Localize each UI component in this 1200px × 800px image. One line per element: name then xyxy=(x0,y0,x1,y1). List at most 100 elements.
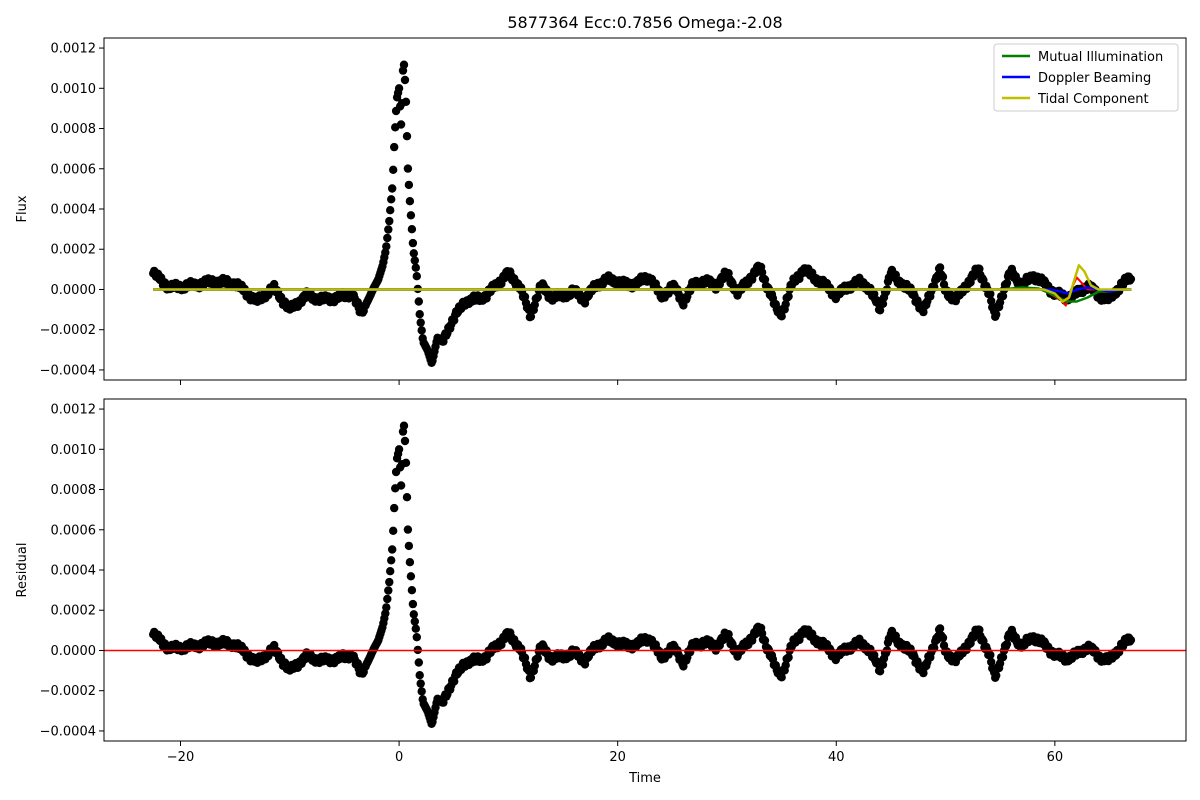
top-data-point xyxy=(1002,278,1012,288)
bot-data-point xyxy=(878,660,888,669)
bot-data-point xyxy=(399,421,409,430)
top-data-point xyxy=(394,84,404,93)
top-data-point xyxy=(1126,274,1136,284)
bottom-ylabel: Residual xyxy=(15,543,30,598)
bot-data-point xyxy=(405,558,415,567)
top-data-point xyxy=(407,225,417,234)
legend-label-mutual-illumination: Mutual Illumination xyxy=(1038,50,1163,65)
bot-data-point xyxy=(388,545,397,554)
bot-x-tick-label: 20 xyxy=(609,750,626,765)
bot-data-point xyxy=(526,673,536,682)
bot-data-point xyxy=(401,458,411,467)
top-y-tick-label: 0.0002 xyxy=(51,243,97,258)
top-data-point xyxy=(383,233,392,243)
bot-data-point xyxy=(390,503,399,513)
top-y-tick-label: 0.0004 xyxy=(51,203,97,218)
bottom-plot-frame xyxy=(103,398,1187,742)
bot-data-point xyxy=(781,661,790,670)
bot-data-point xyxy=(408,599,418,609)
top-data-point xyxy=(408,238,418,248)
bottom-x-ticks: −20 0 20 40 60 xyxy=(167,741,1063,765)
top-data-point xyxy=(414,297,423,306)
top-data-point xyxy=(389,165,398,174)
bottom-y-ticks: −0.0004 −0.0002 0.0000 0.0002 0.0004 0.0006 0.… xyxy=(40,403,104,739)
bot-data-point xyxy=(387,556,396,565)
top-data-point xyxy=(406,211,416,220)
bot-data-point xyxy=(1126,635,1136,645)
top-y-tick-label: 0.0000 xyxy=(51,283,97,298)
top-data-point xyxy=(409,249,418,258)
top-y-tick-label: 0.0012 xyxy=(51,42,97,57)
bot-data-point xyxy=(407,586,417,595)
bot-y-tick-label: 0.0000 xyxy=(51,644,97,659)
top-data-point xyxy=(387,195,396,204)
legend-label-doppler-beaming: Doppler Beaming xyxy=(1038,71,1151,86)
top-data-point xyxy=(403,164,413,173)
bot-data-point xyxy=(1002,639,1012,649)
bot-x-tick-label: 60 xyxy=(1047,750,1064,765)
bot-data-point xyxy=(385,577,394,587)
bot-x-tick-label: 40 xyxy=(828,750,845,765)
bot-data-point xyxy=(400,436,410,446)
bot-data-point xyxy=(384,586,393,595)
bot-data-point xyxy=(411,624,420,633)
bot-data-point xyxy=(415,671,424,680)
bot-data-point xyxy=(410,617,419,626)
bot-data-point xyxy=(784,653,793,662)
top-data-point xyxy=(400,75,410,85)
bot-x-tick-label: 0 xyxy=(395,750,403,765)
top-data-point xyxy=(520,292,530,301)
bot-y-tick-label: 0.0002 xyxy=(51,604,97,619)
bot-y-tick-label: 0.0008 xyxy=(51,483,97,498)
bot-data-point xyxy=(777,673,786,682)
top-data-point xyxy=(415,310,424,319)
top-data-point xyxy=(781,300,790,309)
top-data-point xyxy=(878,299,888,308)
top-data-point xyxy=(385,216,394,226)
top-data-point xyxy=(410,256,419,265)
bot-data-point xyxy=(389,526,398,535)
top-panel: −0.0004 −0.0002 0.0000 0.0002 0.0004 0.0006 0.… xyxy=(15,37,1187,385)
bot-data-point xyxy=(394,445,404,454)
bot-data-point xyxy=(938,633,948,643)
chart-title: 5877364 Ecc:0.7856 Omega:-2.08 xyxy=(507,13,782,32)
bot-y-tick-label: −0.0004 xyxy=(40,724,96,739)
top-data-point xyxy=(399,60,409,69)
bot-data-point xyxy=(520,653,530,662)
bot-x-tick-label: −20 xyxy=(167,750,194,765)
top-x-ticks xyxy=(180,380,1056,385)
bottom-panel: −0.0004 −0.0002 0.0000 0.0002 0.0004 0.0006 0.… xyxy=(15,398,1187,786)
top-data-point xyxy=(388,184,397,193)
top-data-point xyxy=(405,197,415,206)
bottom-xlabel: Time xyxy=(628,771,661,786)
top-data-point xyxy=(533,292,542,302)
bot-data-point xyxy=(406,572,416,581)
top-data-point xyxy=(402,132,412,141)
bot-data-point xyxy=(412,633,421,642)
top-data-point xyxy=(416,318,425,327)
series-line-tidal-component xyxy=(153,264,1132,303)
top-y-tick-label: 0.0006 xyxy=(51,162,97,177)
top-data-point xyxy=(992,310,1001,319)
top-y-tick-label: −0.0004 xyxy=(40,363,96,378)
top-data-point xyxy=(417,326,426,335)
top-data-point xyxy=(401,97,411,107)
top-data-point xyxy=(412,272,421,281)
bot-y-tick-label: 0.0006 xyxy=(51,523,97,538)
top-ylabel: Flux xyxy=(15,195,30,222)
top-data-point xyxy=(987,296,996,306)
bot-y-tick-label: 0.0010 xyxy=(51,443,97,458)
bot-data-point xyxy=(382,603,391,612)
bot-y-tick-label: 0.0004 xyxy=(51,564,97,579)
bot-data-point xyxy=(403,525,413,534)
top-data-point xyxy=(938,272,948,282)
top-y-ticks: −0.0004 −0.0002 0.0000 0.0002 0.0004 0.0006 0.… xyxy=(40,42,104,378)
bot-data-point xyxy=(414,658,423,667)
bot-data-point xyxy=(404,541,414,551)
top-data-point xyxy=(784,292,793,301)
top-y-tick-label: 0.0008 xyxy=(51,122,97,137)
bot-data-point xyxy=(416,679,425,688)
top-model-lines xyxy=(153,264,1132,307)
bot-y-tick-label: 0.0012 xyxy=(51,403,97,418)
bot-data-point xyxy=(417,687,426,696)
